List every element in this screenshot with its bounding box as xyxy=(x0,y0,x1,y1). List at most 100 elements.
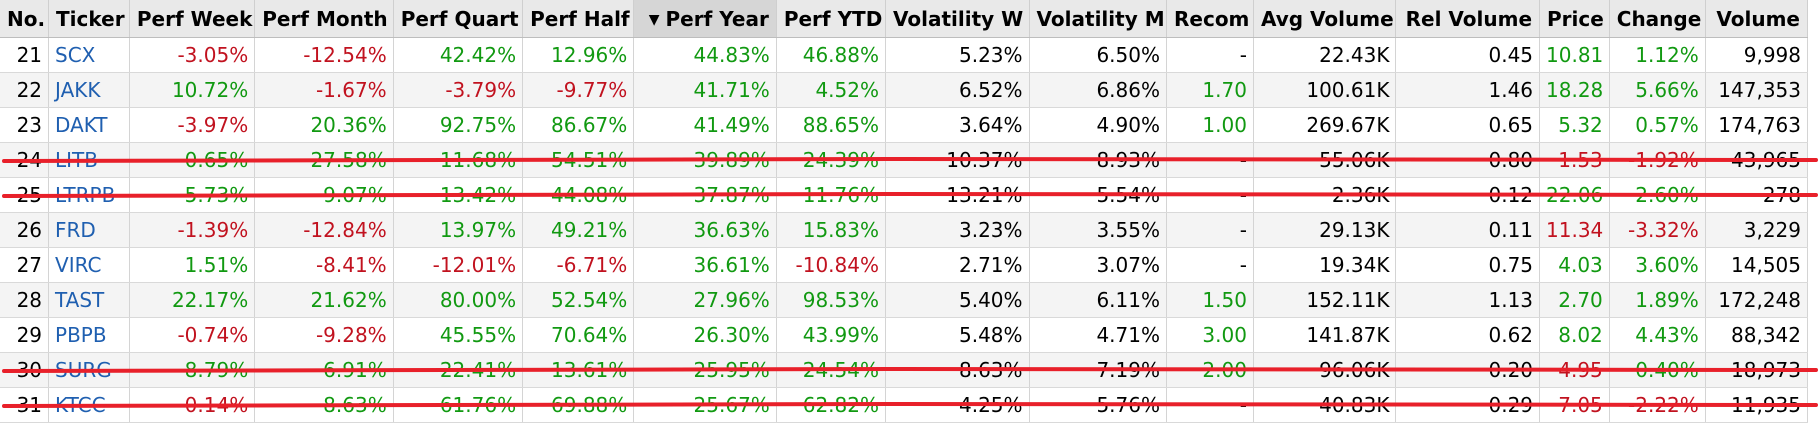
cell-avg-volume: 29.13K xyxy=(1253,212,1397,248)
cell-no: 25 xyxy=(0,177,50,213)
cell-perf-week: 10.72% xyxy=(129,72,256,108)
cell-ticker[interactable]: LTRPB xyxy=(48,177,130,213)
cell-vol-m: 7.19% xyxy=(1029,352,1168,388)
column-header-perf-week[interactable]: Perf Week xyxy=(129,0,256,38)
cell-perf-quart: -3.79% xyxy=(393,72,524,108)
cell-volume: 18,973 xyxy=(1705,352,1809,388)
cell-perf-month: -8.41% xyxy=(254,247,394,283)
column-header-perf-month[interactable]: Perf Month xyxy=(254,0,394,38)
cell-no: 30 xyxy=(0,352,50,388)
cell-perf-year: 27.96% xyxy=(633,282,777,318)
cell-price: 11.34 xyxy=(1539,212,1610,248)
cell-recom: - xyxy=(1166,212,1254,248)
cell-ticker[interactable]: KTCC xyxy=(48,387,130,423)
column-header-volume[interactable]: Volume xyxy=(1705,0,1809,38)
column-header-avg-volume[interactable]: Avg Volume xyxy=(1253,0,1397,38)
cell-perf-half: -9.77% xyxy=(522,72,635,108)
cell-perf-year: 39.89% xyxy=(633,142,777,178)
table-row[interactable]: 31 KTCC -0.14% 8.63% 61.76% 69.88% 25.67% 62.82… xyxy=(0,387,1809,423)
table-row[interactable]: 23 DAKT -3.97% 20.36% 92.75% 86.67% 41.49% 88.6… xyxy=(0,107,1809,143)
cell-volume: 172,248 xyxy=(1705,282,1809,318)
column-header-perf-ytd[interactable]: Perf YTD xyxy=(776,0,886,38)
cell-perf-ytd: 43.99% xyxy=(776,317,886,353)
cell-price: 10.81 xyxy=(1539,37,1610,73)
cell-ticker[interactable]: DAKT xyxy=(48,107,130,143)
column-header-perf-year[interactable]: ▼ Perf Year xyxy=(633,0,777,38)
cell-recom: 1.50 xyxy=(1166,282,1254,318)
cell-perf-week: -0.74% xyxy=(129,317,256,353)
cell-change: 0.57% xyxy=(1609,107,1706,143)
cell-vol-m: 6.50% xyxy=(1029,37,1168,73)
column-header-vol-m[interactable]: Volatility M xyxy=(1029,0,1168,38)
cell-perf-ytd: 98.53% xyxy=(776,282,886,318)
cell-change: 4.43% xyxy=(1609,317,1706,353)
cell-price: 4.03 xyxy=(1539,247,1610,283)
column-header-vol-w[interactable]: Volatility W xyxy=(885,0,1030,38)
table-row[interactable]: 26 FRD -1.39% -12.84% 13.97% 49.21% 36.63% 15.8… xyxy=(0,212,1809,248)
cell-perf-week: 0.65% xyxy=(129,142,256,178)
cell-no: 24 xyxy=(0,142,50,178)
column-header-recom[interactable]: Recom xyxy=(1166,0,1254,38)
column-header-ticker[interactable]: Ticker xyxy=(48,0,130,38)
cell-avg-volume: 269.67K xyxy=(1253,107,1397,143)
cell-perf-week: 5.73% xyxy=(129,177,256,213)
cell-recom: - xyxy=(1166,142,1254,178)
cell-no: 22 xyxy=(0,72,50,108)
cell-rel-volume: 0.20 xyxy=(1395,352,1541,388)
cell-vol-m: 4.90% xyxy=(1029,107,1168,143)
column-header-no[interactable]: No. xyxy=(0,0,50,38)
column-label: Volatility M xyxy=(1036,6,1165,31)
cell-perf-half: 70.64% xyxy=(522,317,635,353)
cell-ticker[interactable]: TAST xyxy=(48,282,130,318)
table-row[interactable]: 27 VIRC 1.51% -8.41% -12.01% -6.71% 36.61% -10.… xyxy=(0,247,1809,283)
cell-ticker[interactable]: FRD xyxy=(48,212,130,248)
cell-vol-w: 13.21% xyxy=(885,177,1030,213)
cell-perf-month: -9.28% xyxy=(254,317,394,353)
cell-rel-volume: 0.29 xyxy=(1395,387,1541,423)
cell-perf-quart: 13.97% xyxy=(393,212,524,248)
cell-ticker[interactable]: VIRC xyxy=(48,247,130,283)
column-header-rel-volume[interactable]: Rel Volume xyxy=(1395,0,1541,38)
table-row[interactable]: 22 JAKK 10.72% -1.67% -3.79% -9.77% 41.71% 4.52… xyxy=(0,72,1809,108)
table-row[interactable]: 28 TAST 22.17% 21.62% 80.00% 52.54% 27.96% 98.5… xyxy=(0,282,1809,318)
table-row[interactable]: 30 SURG 8.79% 6.91% 22.41% 13.61% 25.95% 24.54%… xyxy=(0,352,1809,388)
cell-change: -3.32% xyxy=(1609,212,1706,248)
cell-perf-half: -6.71% xyxy=(522,247,635,283)
column-label: Avg Volume xyxy=(1260,6,1394,31)
cell-no: 23 xyxy=(0,107,50,143)
cell-vol-w: 5.40% xyxy=(885,282,1030,318)
table-row[interactable]: 21 SCX -3.05% -12.54% 42.42% 12.96% 44.83% 46.8… xyxy=(0,37,1809,73)
cell-ticker[interactable]: SURG xyxy=(48,352,130,388)
cell-avg-volume: 152.11K xyxy=(1253,282,1397,318)
cell-no: 31 xyxy=(0,387,50,423)
cell-recom: - xyxy=(1166,37,1254,73)
cell-change: 0.40% xyxy=(1609,352,1706,388)
column-header-perf-half[interactable]: Perf Half xyxy=(522,0,635,38)
cell-perf-year: 37.87% xyxy=(633,177,777,213)
cell-recom: - xyxy=(1166,247,1254,283)
column-label: Perf Half xyxy=(530,6,630,31)
cell-perf-half: 12.96% xyxy=(522,37,635,73)
cell-ticker[interactable]: LITB xyxy=(48,142,130,178)
cell-change: 1.89% xyxy=(1609,282,1706,318)
column-header-perf-quart[interactable]: Perf Quart xyxy=(393,0,524,38)
table-row[interactable]: 29 PBPB -0.74% -9.28% 45.55% 70.64% 26.30% 43.9… xyxy=(0,317,1809,353)
cell-perf-quart: 13.42% xyxy=(393,177,524,213)
table-row[interactable]: 24 LITB 0.65% 27.58% 11.68% 54.51% 39.89% 24.39… xyxy=(0,142,1809,178)
cell-perf-year: 36.61% xyxy=(633,247,777,283)
cell-perf-month: 9.07% xyxy=(254,177,394,213)
cell-vol-w: 8.63% xyxy=(885,352,1030,388)
cell-volume: 147,353 xyxy=(1705,72,1809,108)
cell-volume: 88,342 xyxy=(1705,317,1809,353)
cell-recom: 1.00 xyxy=(1166,107,1254,143)
cell-ticker[interactable]: JAKK xyxy=(48,72,130,108)
table-row[interactable]: 25 LTRPB 5.73% 9.07% 13.42% 44.08% 37.87% 11.76… xyxy=(0,177,1809,213)
column-header-price[interactable]: Price xyxy=(1539,0,1610,38)
column-header-change[interactable]: Change xyxy=(1609,0,1706,38)
cell-volume: 278 xyxy=(1705,177,1809,213)
cell-ticker[interactable]: PBPB xyxy=(48,317,130,353)
cell-ticker[interactable]: SCX xyxy=(48,37,130,73)
cell-perf-quart: 11.68% xyxy=(393,142,524,178)
cell-perf-ytd: 11.76% xyxy=(776,177,886,213)
